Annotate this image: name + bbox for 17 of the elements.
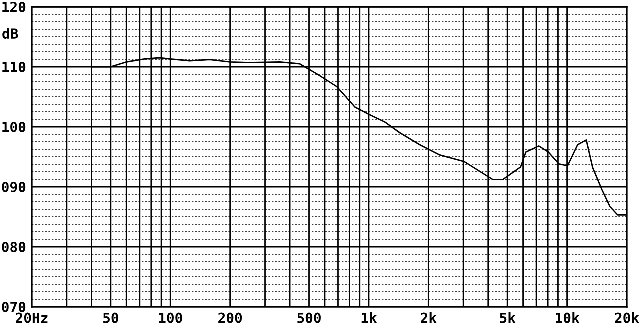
y-tick-label: 080	[2, 242, 26, 252]
y-tick-label: 110	[2, 62, 26, 72]
x-tick-label: 20k	[615, 312, 640, 324]
y-tick-label: 120	[2, 2, 26, 12]
x-tick-label: 100	[159, 312, 182, 324]
x-tick-label: 500	[298, 312, 321, 324]
x-tick-label: 2k	[421, 312, 437, 324]
x-tick-label: 200	[218, 312, 242, 324]
x-tick-label: 1k	[362, 312, 378, 324]
x-tick-label: 5k	[500, 312, 516, 324]
y-tick-label: 090	[2, 182, 26, 193]
x-tick-label: 50	[104, 312, 118, 324]
y-tick-label: 100	[2, 122, 26, 132]
y-axis-title: dB	[2, 28, 18, 40]
x-tick-label: 10k	[556, 312, 580, 324]
x-tick-label: 20Hz	[16, 312, 48, 324]
y-tick-label: 070	[2, 302, 26, 312]
